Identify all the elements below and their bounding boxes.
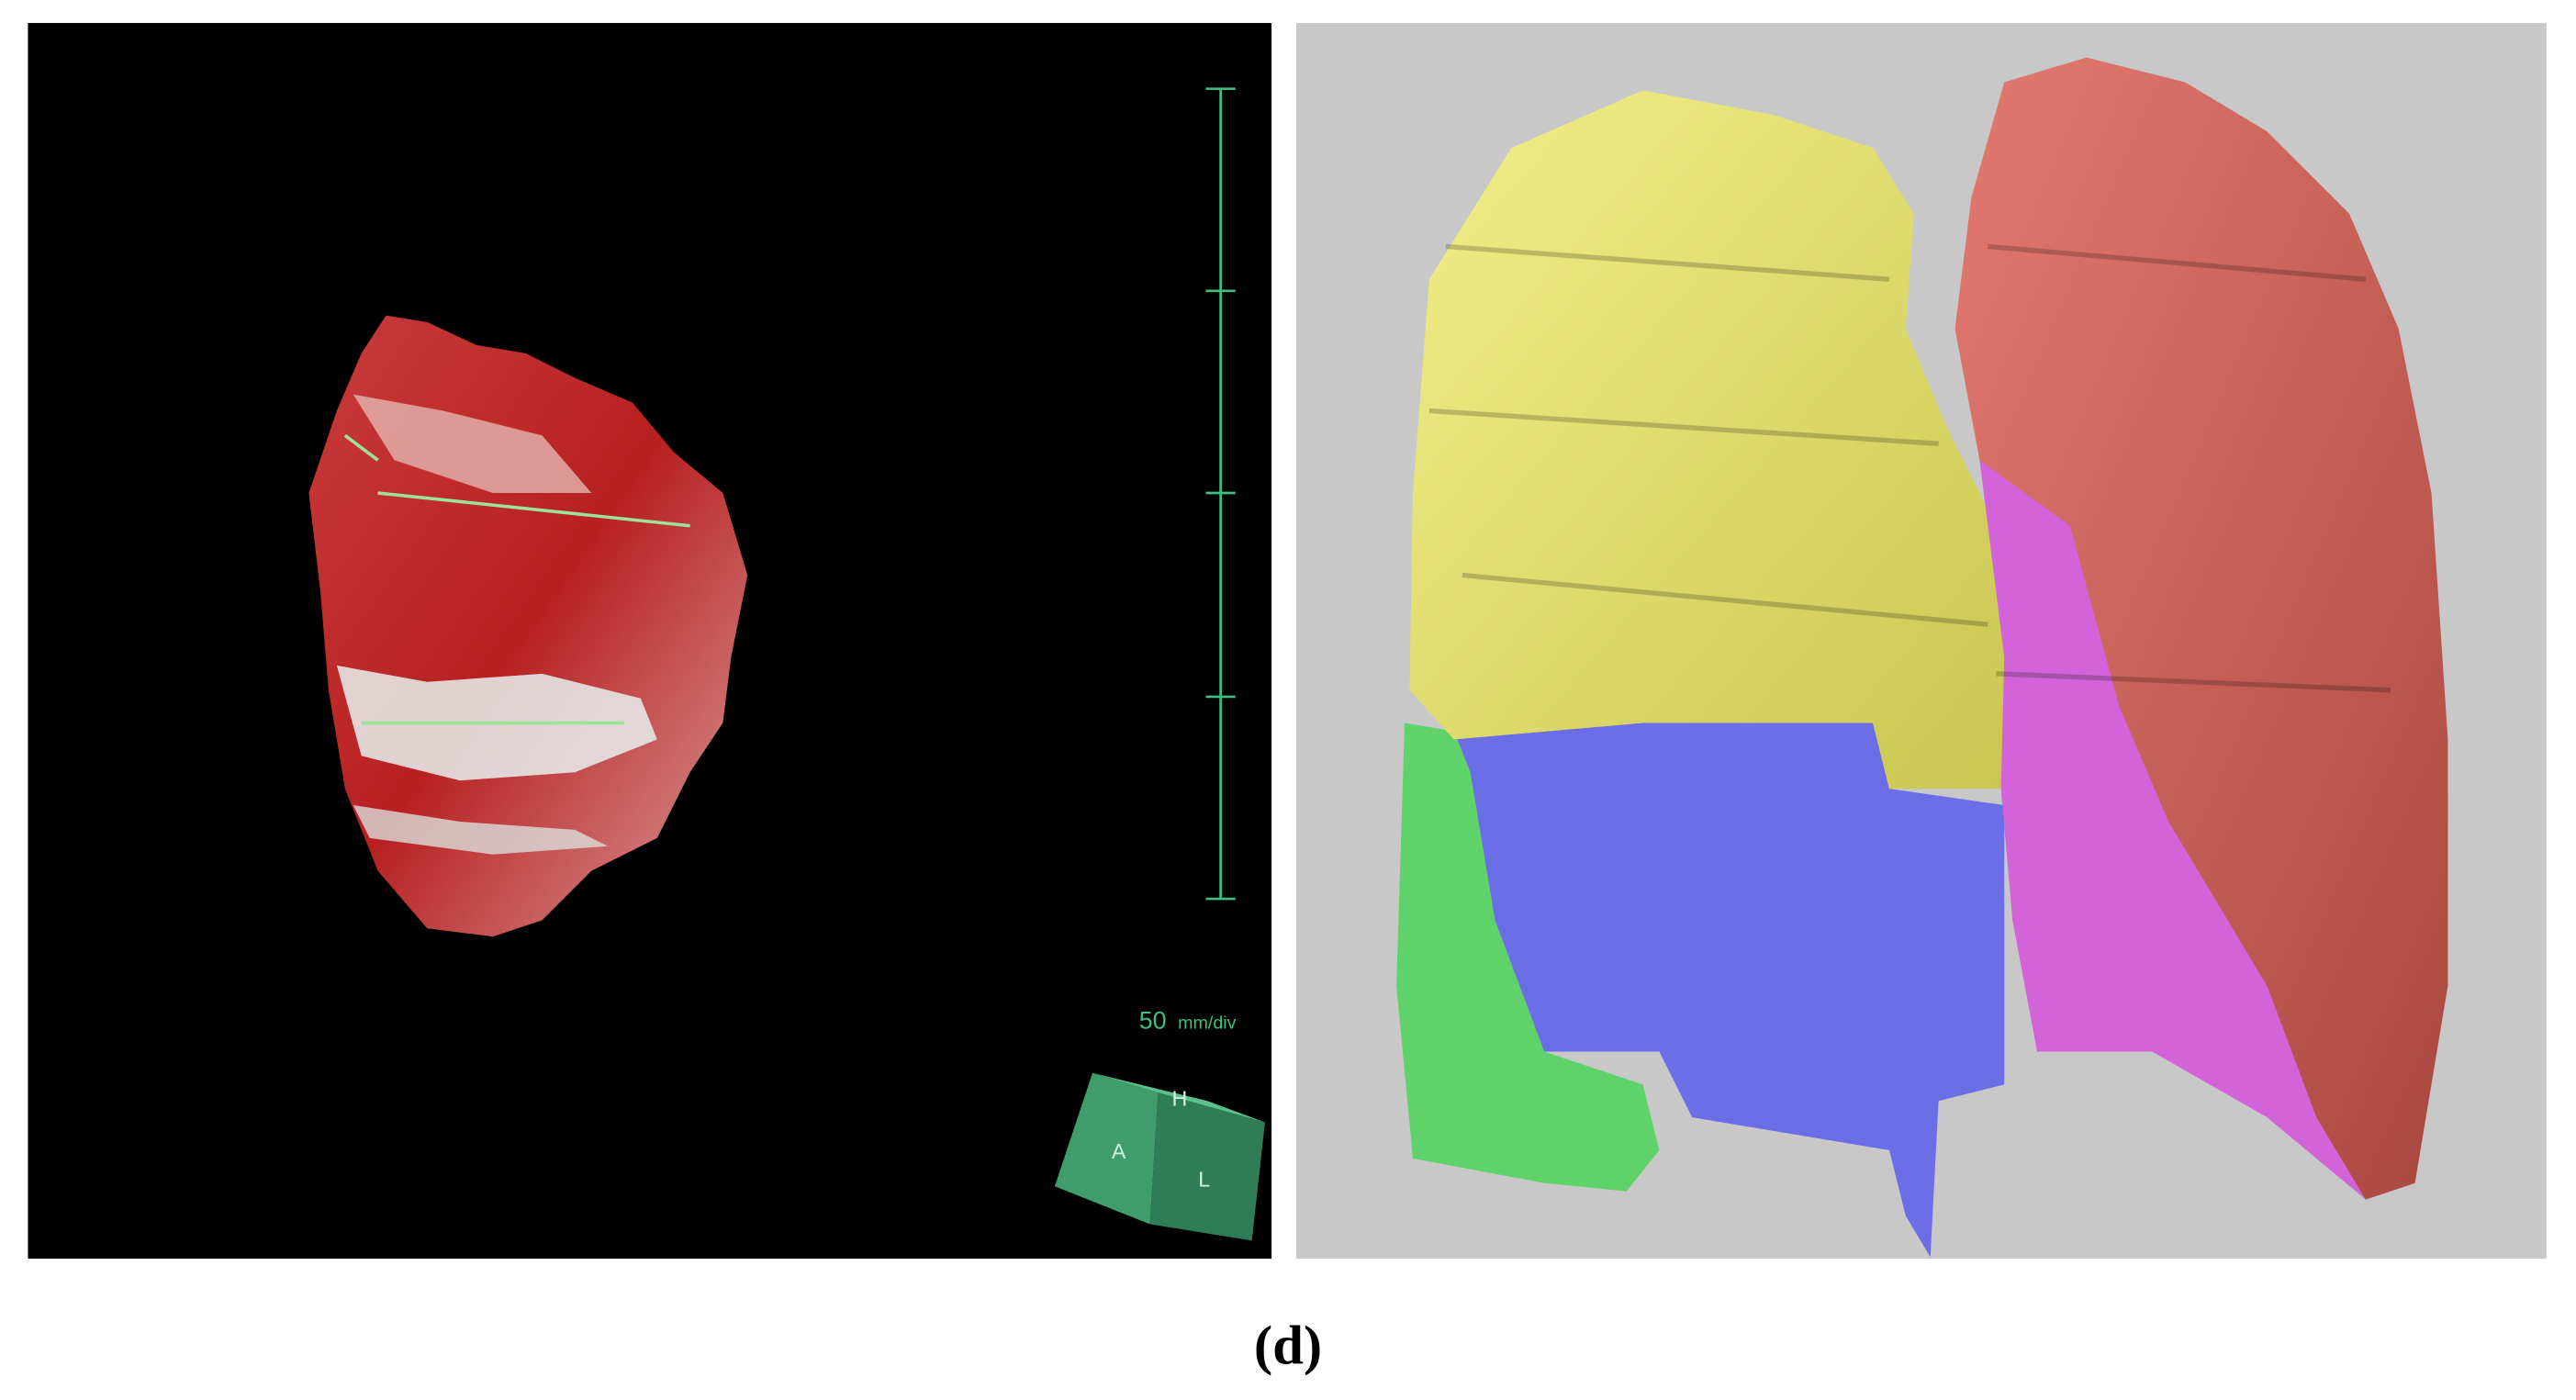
lung-render	[1396, 57, 2448, 1258]
scale-bar	[1205, 87, 1236, 901]
tumor-render	[308, 315, 748, 937]
orientation-cube: H A L	[1054, 1072, 1265, 1241]
cube-label: H	[1171, 1087, 1187, 1111]
panel-caption: (d)	[1254, 1316, 1322, 1377]
scale-value: 50	[1139, 1006, 1167, 1034]
cube-label: L	[1198, 1167, 1210, 1191]
scale-unit: mm/div	[1178, 1013, 1237, 1033]
cube-label: A	[1112, 1139, 1126, 1163]
